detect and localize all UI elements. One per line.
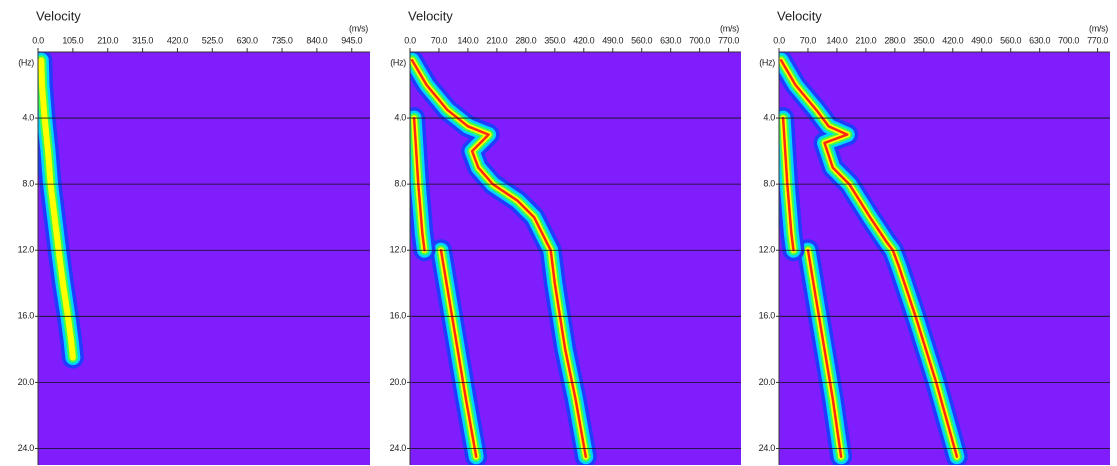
x-tick-label: 770.0	[1087, 35, 1108, 45]
y-tick-label: 16.0	[18, 311, 35, 321]
dispersion-panels: Velocity (m/s) (Hz) 4.0 8.0 12.0 16.0 20.0 24.0 0…	[0, 0, 1117, 466]
x-tick-label: 420.0	[167, 35, 188, 45]
x-tick-label: 770.0	[718, 35, 739, 45]
x-tick-label: 105.0	[62, 35, 83, 45]
y-tick-label: 12.0	[759, 245, 776, 255]
x-tick-label: 630.0	[237, 35, 258, 45]
x-tick-label: 560.0	[631, 35, 652, 45]
x-tick-label: 350.0	[544, 35, 565, 45]
x-tick-label: 735.0	[272, 35, 293, 45]
x-tick-label: 70.0	[431, 35, 448, 45]
x-tick-label: 210.0	[97, 35, 118, 45]
x-tick-label: 420.0	[573, 35, 594, 45]
x-tick-label: 525.0	[202, 35, 223, 45]
y-tick-label: 4.0	[763, 112, 775, 122]
x-tick-label: 280.0	[884, 35, 905, 45]
x-tick-label: 210.0	[486, 35, 507, 45]
panel-title: Velocity	[777, 8, 822, 23]
panel: Velocity (m/s) (Hz) 4.0 8.0 12.0 16.0 20.0 24.0 0…	[18, 8, 370, 465]
y-axis-label: (Hz)	[390, 57, 406, 67]
x-tick-label: 700.0	[689, 35, 710, 45]
panel-title: Velocity	[408, 8, 453, 23]
y-tick-label: 8.0	[394, 179, 406, 189]
x-tick-label: 280.0	[515, 35, 536, 45]
x-tick-label: 210.0	[855, 35, 876, 45]
x-tick-label: 140.0	[457, 35, 478, 45]
panel: Velocity (m/s) (Hz) 4.0 8.0 12.0 16.0 20.0 24.0 0…	[390, 8, 741, 465]
panel: Velocity (m/s) (Hz) 4.0 8.0 12.0 16.0 20.0 24.0 0…	[759, 8, 1110, 465]
y-tick-label: 20.0	[390, 377, 407, 387]
x-tick-label: 70.0	[800, 35, 817, 45]
y-tick-label: 20.0	[18, 377, 35, 387]
x-tick-label: 490.0	[971, 35, 992, 45]
x-unit: (m/s)	[349, 23, 368, 33]
x-tick-label: 315.0	[132, 35, 153, 45]
x-tick-label: 945.0	[341, 35, 362, 45]
y-tick-label: 16.0	[390, 311, 407, 321]
panel-title: Velocity	[36, 8, 81, 23]
y-tick-label: 16.0	[759, 311, 776, 321]
y-tick-label: 12.0	[390, 245, 407, 255]
y-tick-label: 8.0	[763, 179, 775, 189]
y-tick-label: 24.0	[18, 443, 35, 453]
y-tick-label: 12.0	[18, 245, 35, 255]
y-tick-label: 20.0	[759, 377, 776, 387]
y-tick-label: 24.0	[390, 443, 407, 453]
x-tick-label: 630.0	[660, 35, 681, 45]
y-axis-label: (Hz)	[759, 57, 775, 67]
y-axis-label: (Hz)	[18, 57, 34, 67]
y-tick-label: 4.0	[22, 112, 34, 122]
y-tick-label: 4.0	[394, 112, 406, 122]
y-tick-label: 8.0	[22, 179, 34, 189]
x-tick-label: 420.0	[942, 35, 963, 45]
x-unit: (m/s)	[720, 23, 739, 33]
x-unit: (m/s)	[1089, 23, 1108, 33]
x-tick-label: 0.0	[773, 35, 785, 45]
plot-background	[38, 52, 370, 465]
x-tick-label: 140.0	[826, 35, 847, 45]
x-tick-label: 490.0	[602, 35, 623, 45]
x-tick-label: 630.0	[1029, 35, 1050, 45]
x-tick-label: 560.0	[1000, 35, 1021, 45]
x-tick-label: 840.0	[306, 35, 327, 45]
x-tick-label: 0.0	[404, 35, 416, 45]
x-tick-label: 700.0	[1058, 35, 1079, 45]
y-tick-label: 24.0	[759, 443, 776, 453]
x-tick-label: 0.0	[32, 35, 44, 45]
x-tick-label: 350.0	[913, 35, 934, 45]
